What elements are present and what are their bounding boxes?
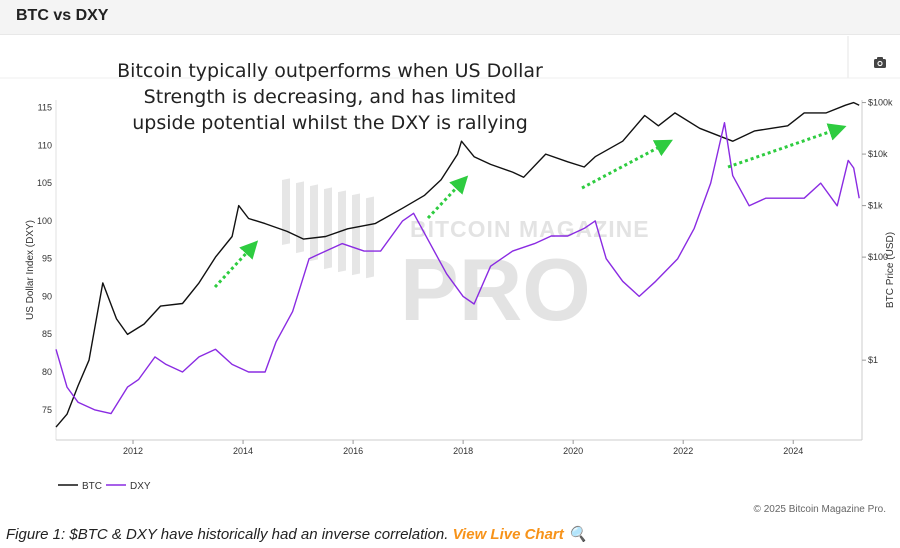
legend-dxy-label[interactable]: DXY [130,481,151,492]
watermark-line2: PRO [400,240,591,339]
legend[interactable]: BTC DXY [58,481,151,492]
right-tick-label: $1 [868,355,878,365]
right-axis-ticks: $1 $100 $1k $10k $100k [862,98,893,365]
series-line-btc [55,101,860,428]
annotation-line: Strength is decreasing, and has limited [143,86,517,108]
left-tick-label: 115 [38,103,52,113]
x-tick-label: 2018 [453,446,473,456]
camera-icon [874,57,886,68]
right-tick-label: $10k [868,149,888,159]
x-axis-ticks: 2012 2014 2016 2018 2020 2022 2024 [123,440,803,456]
right-tick-label: $1k [868,201,883,211]
right-axis-label: BTC Price (USD) [885,232,896,308]
left-axis-ticks: 75 80 85 90 95 100 105 110 115 [37,103,52,415]
divider [0,34,900,35]
x-tick-label: 2012 [123,446,143,456]
series-group [55,101,860,428]
series-line-dxy [55,121,860,415]
left-axis-label: US Dollar Index (DXY) [25,220,36,320]
left-tick-label: 80 [42,367,52,377]
x-tick-label: 2020 [563,446,583,456]
copyright-text: © 2025 Bitcoin Magazine Pro. [753,504,886,515]
watermark-logo-bars [282,178,374,279]
camera-button[interactable] [868,52,892,74]
annotation-line: Bitcoin typically outperforms when US Do… [117,60,543,82]
chart-annotation: Bitcoin typically outperforms when US Do… [95,58,565,136]
figure-caption: Figure 1: $BTC & DXY have historically h… [6,525,587,543]
watermark-line1: BITCOIN MAGAZINE [410,216,650,242]
left-tick-label: 105 [37,178,52,188]
trend-arrows [213,123,847,289]
right-tick-label: $100k [868,98,893,108]
right-tick-label: $100 [868,252,888,262]
left-tick-label: 75 [42,405,52,415]
x-tick-label: 2016 [343,446,363,456]
page-title: BTC vs DXY [16,7,109,24]
x-tick-label: 2022 [673,446,693,456]
annotation-line: upside potential whilst the DXY is rally… [132,112,528,134]
trend-arrow-2024 [727,123,847,169]
left-tick-label: 95 [42,254,52,264]
view-live-chart-link[interactable]: View Live Chart [452,526,564,543]
left-tick-label: 100 [37,216,52,226]
trend-arrow-2021 [581,139,673,190]
x-tick-label: 2024 [783,446,803,456]
left-tick-label: 85 [42,329,52,339]
search-icon[interactable]: 🔍 [567,526,587,543]
watermark: BITCOIN MAGAZINE PRO [282,178,650,339]
trend-arrow-2017 [426,175,469,220]
x-tick-label: 2014 [233,446,253,456]
legend-btc-label[interactable]: BTC [82,481,102,492]
left-tick-label: 110 [38,140,52,150]
trend-arrow-2014 [213,240,259,289]
caption-text: Figure 1: $BTC & DXY have historically h… [6,526,449,543]
left-tick-label: 90 [42,291,52,301]
